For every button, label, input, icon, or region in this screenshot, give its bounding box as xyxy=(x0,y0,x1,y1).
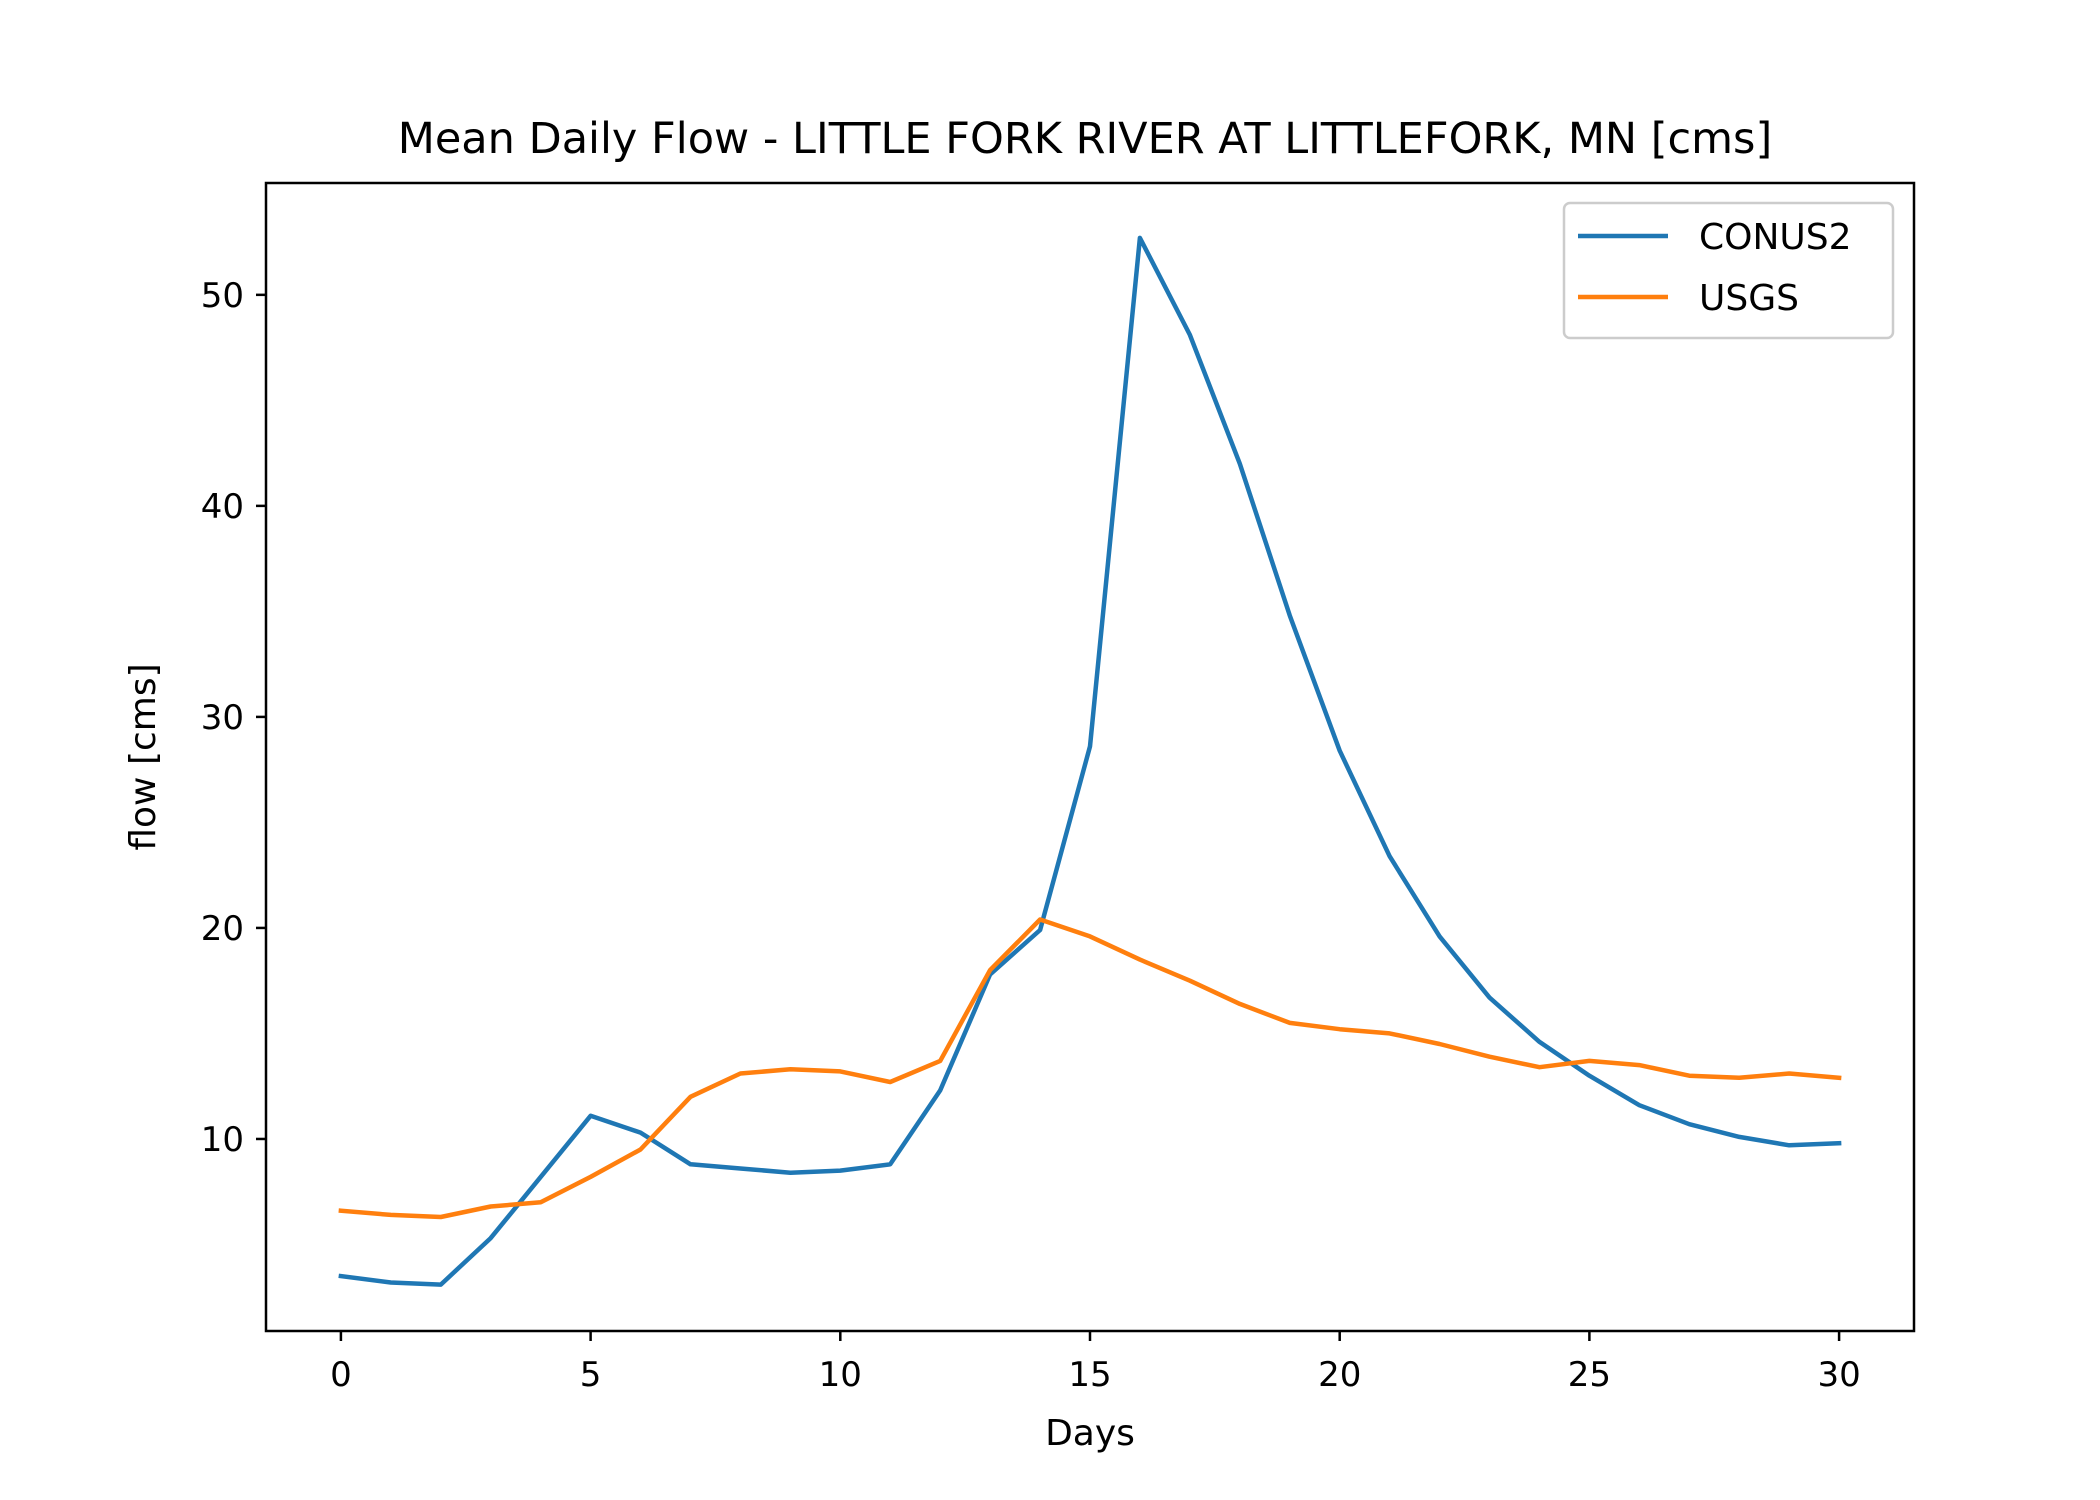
y-tick-label: 30 xyxy=(201,698,244,738)
chart-title: Mean Daily Flow - LITTLE FORK RIVER AT L… xyxy=(398,114,1773,164)
x-tick-label: 20 xyxy=(1318,1355,1361,1395)
plot-area-frame xyxy=(264,181,1916,1333)
x-axis-ticks: 0 5 10 15 20 25 30 xyxy=(330,1331,1861,1395)
legend-label-conus2: CONUS2 xyxy=(1699,217,1852,258)
y-tick-label: 50 xyxy=(201,276,244,316)
plot-lines xyxy=(338,235,1842,1287)
y-axis-label: flow [cms] xyxy=(123,663,164,850)
x-axis-label: Days xyxy=(1045,1413,1135,1454)
x-tick-label: 15 xyxy=(1068,1355,1111,1395)
series-line-usgs xyxy=(338,917,1842,1220)
x-tick-label: 25 xyxy=(1568,1355,1611,1395)
y-tick-label: 40 xyxy=(201,487,244,527)
x-tick-label: 10 xyxy=(819,1355,862,1395)
x-tick-label: 5 xyxy=(580,1355,602,1395)
x-tick-label: 0 xyxy=(330,1355,352,1395)
y-tick-label: 20 xyxy=(201,909,244,949)
y-tick-label: 10 xyxy=(201,1120,244,1160)
y-axis-ticks: 10 20 30 40 50 xyxy=(201,276,266,1160)
legend: CONUS2 USGS xyxy=(1562,201,1895,340)
x-tick-label: 30 xyxy=(1817,1355,1860,1395)
series-line-conus2 xyxy=(338,235,1842,1287)
legend-label-usgs: USGS xyxy=(1699,278,1799,319)
